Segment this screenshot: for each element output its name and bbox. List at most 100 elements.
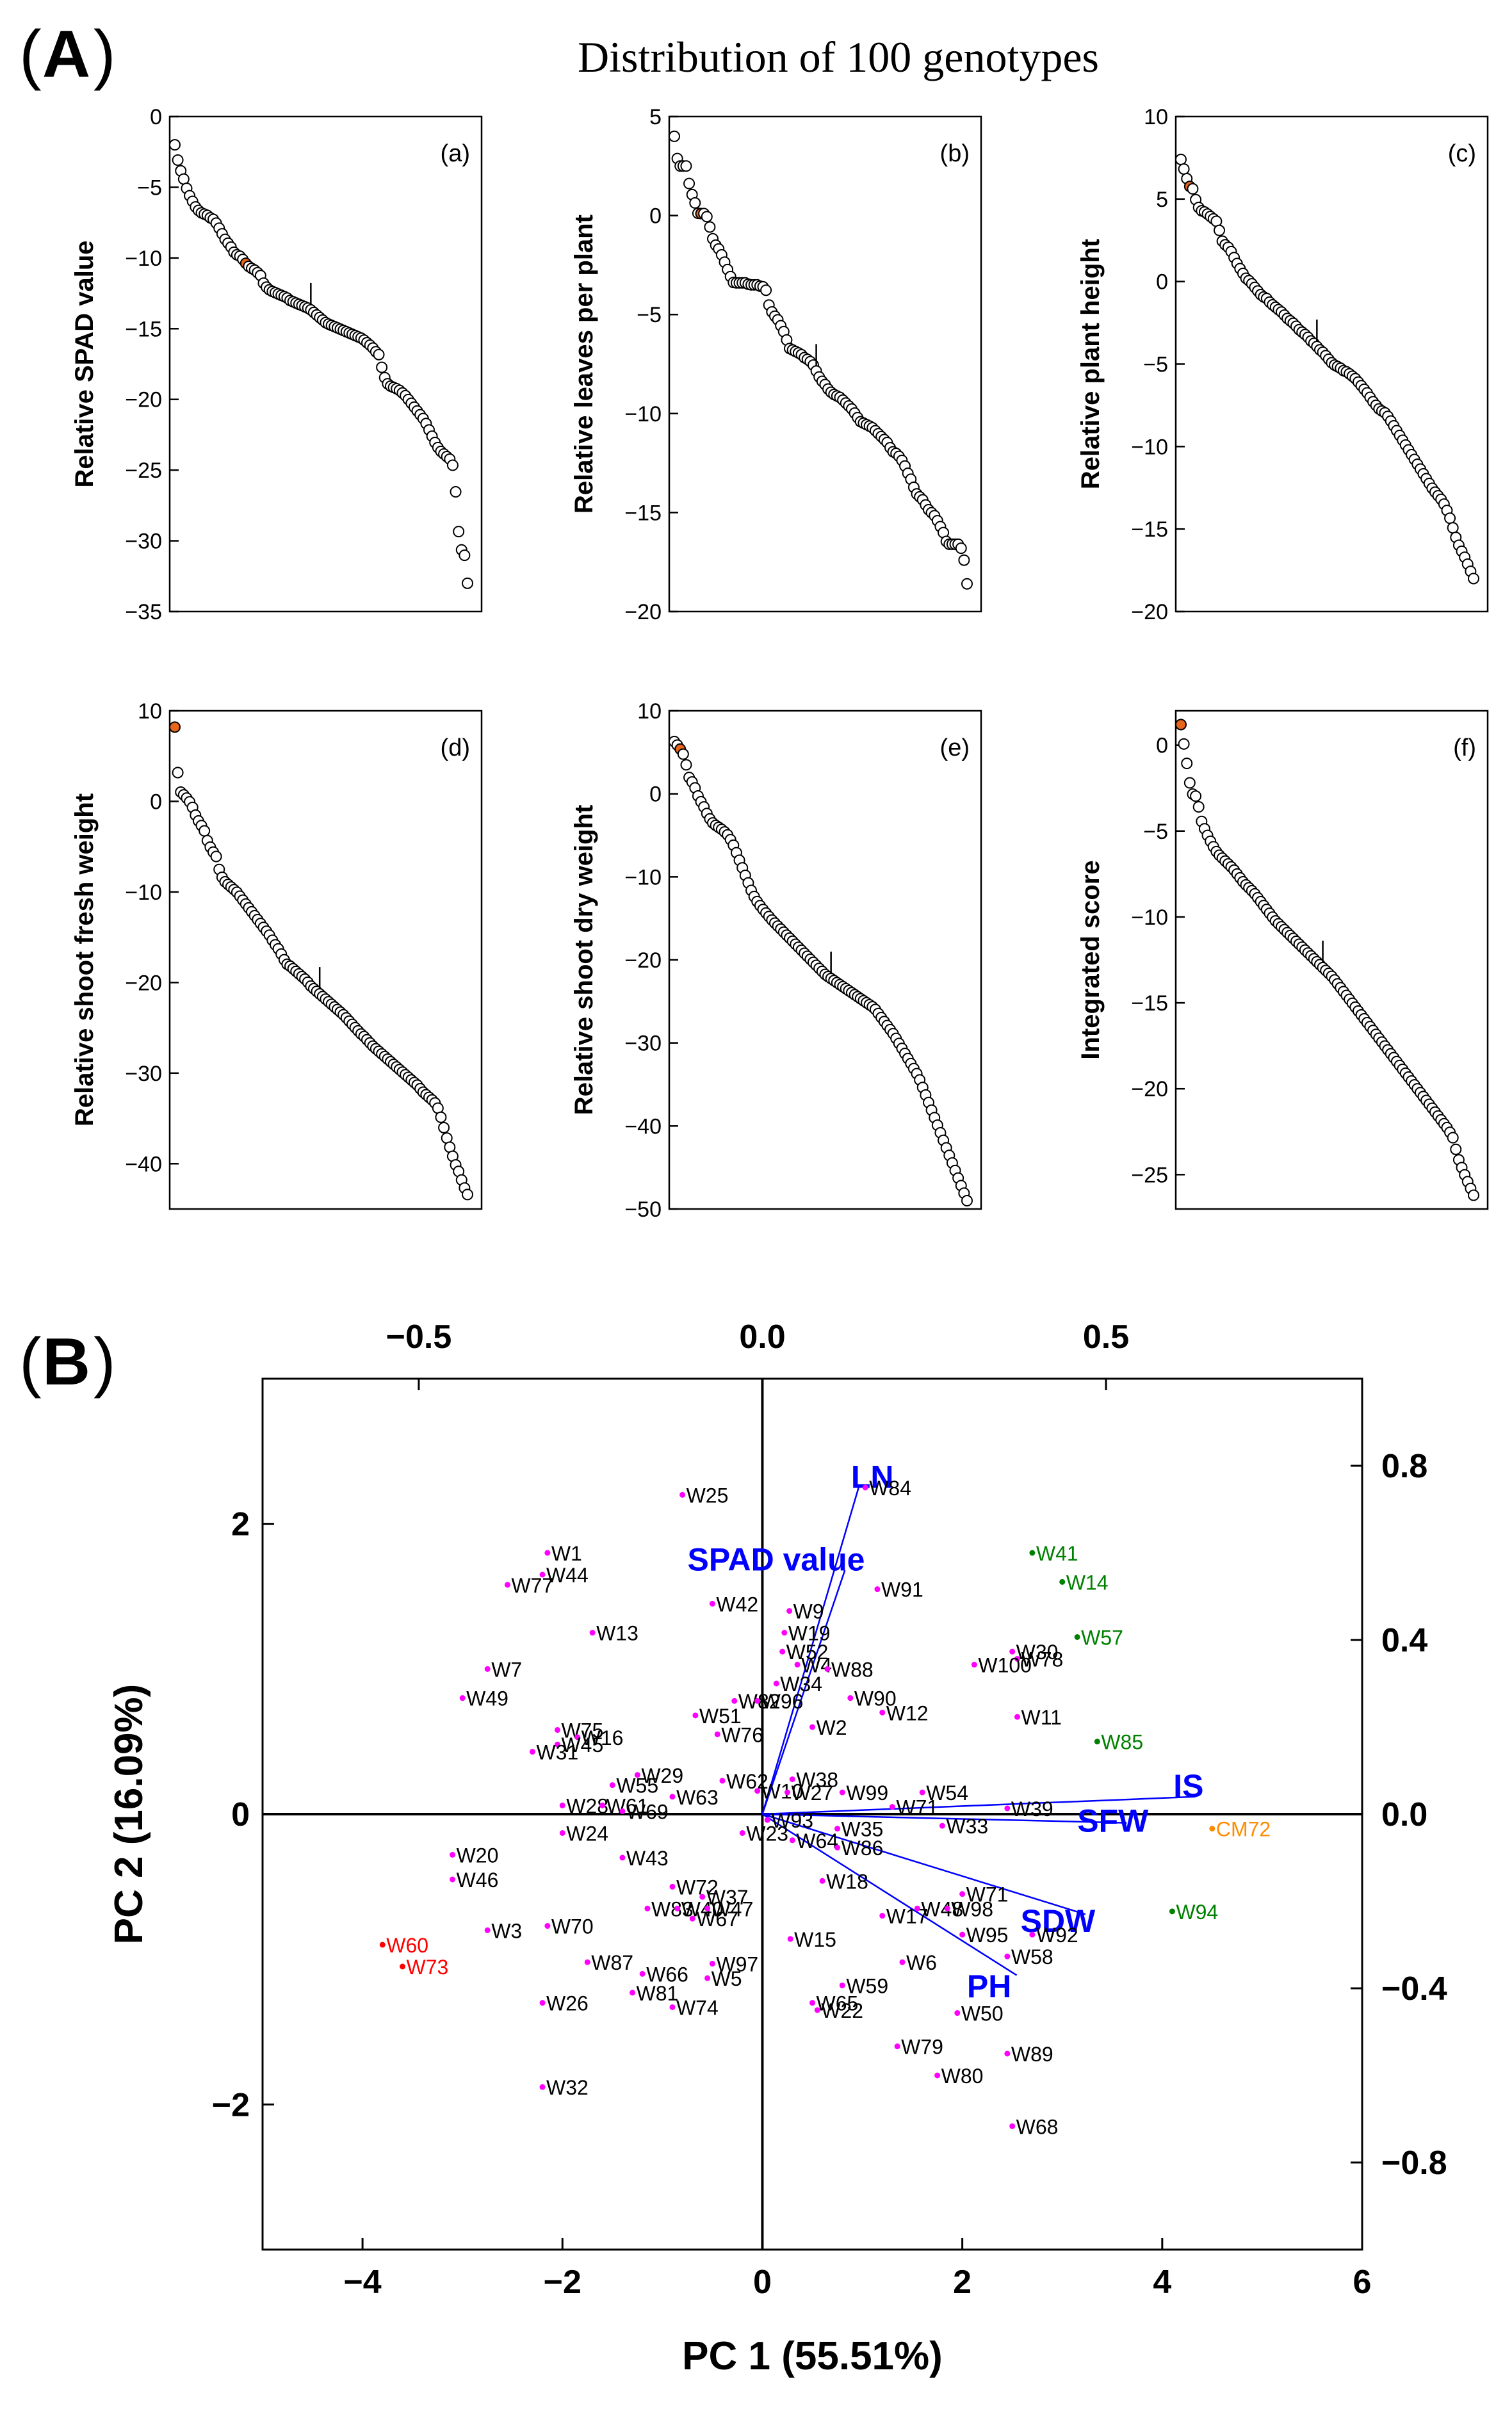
genotype-point (669, 130, 680, 142)
genotype-point (199, 825, 211, 837)
score-point (674, 1905, 681, 1911)
y-axis-label: Relative leaves per plant (570, 215, 598, 514)
y-tick-label: −20 (1131, 1077, 1168, 1101)
score-label: W27 (791, 1781, 833, 1805)
y-tick-label: −40 (624, 1114, 662, 1139)
score-point (1004, 1953, 1011, 1960)
score-point (559, 1802, 565, 1808)
right-tick-label: −0.8 (1381, 2145, 1447, 2182)
genotype-point (172, 767, 184, 779)
score-label: W99 (846, 1781, 888, 1805)
score-point (400, 1963, 406, 1970)
score-label: W71 (896, 1796, 938, 1819)
score-label: W85 (1101, 1731, 1143, 1754)
score-label: W24 (566, 1822, 608, 1845)
score-point (539, 2084, 546, 2090)
score-point (589, 1630, 596, 1636)
y-tick-label: −10 (125, 247, 162, 271)
score-point (599, 1802, 606, 1808)
score-label: W29 (641, 1764, 683, 1787)
score-label: W4 (801, 1654, 832, 1677)
score-point (1094, 1739, 1100, 1745)
y-tick-label: −20 (624, 600, 662, 624)
y-axis-label: PC 2 (16.09%) (107, 1684, 151, 1945)
score-point (819, 1878, 825, 1884)
score-point (379, 1942, 386, 1948)
score-point (1059, 1578, 1066, 1585)
genotype-point (1447, 522, 1459, 534)
y-tick-label: −5 (1143, 820, 1168, 844)
genotype-point (1468, 1189, 1479, 1201)
score-label: W40 (681, 1897, 724, 1920)
loading-vector (762, 1813, 1127, 1824)
score-point (731, 1698, 738, 1704)
score-label: W42 (716, 1593, 758, 1616)
genotype-point (373, 348, 385, 361)
score-label: W86 (841, 1837, 884, 1860)
genotype-point (961, 578, 973, 590)
score-label: W96 (761, 1690, 804, 1713)
x-tick-label: 4 (1153, 2264, 1171, 2301)
loading-vector (761, 1813, 1018, 1976)
right-tick-label: 0.4 (1381, 1622, 1427, 1659)
genotype-point (760, 284, 772, 296)
score-point (1209, 1826, 1215, 1832)
score-point (899, 1959, 906, 1965)
score-label: W73 (407, 1956, 449, 1979)
score-point (714, 1731, 720, 1737)
score-point (584, 1959, 590, 1965)
genotype-point (955, 542, 967, 555)
score-point (959, 1931, 966, 1938)
highlight-point (169, 721, 181, 733)
score-point (450, 1851, 456, 1858)
score-label: W97 (716, 1952, 758, 1976)
score-point (789, 1776, 795, 1783)
score-label: W30 (1016, 1641, 1059, 1664)
score-label: W94 (1176, 1901, 1218, 1924)
score-point (839, 1982, 845, 1988)
score-point (709, 1600, 715, 1607)
y-tick-label: −10 (1131, 435, 1168, 459)
genotype-point (462, 1189, 473, 1201)
right-tick-label: 0.0 (1381, 1796, 1427, 1833)
score-point (539, 2000, 546, 2006)
score-label: W55 (616, 1774, 658, 1797)
y-tick-label: −10 (1131, 905, 1168, 930)
y-axis-label: Relative plant height (1077, 239, 1105, 489)
y-tick-label: 10 (138, 699, 162, 724)
score-label: W81 (637, 1982, 679, 2005)
y-tick-label: −15 (1131, 517, 1168, 542)
loading-vector (761, 1570, 846, 1815)
subplot-plant-height: 10 5 0 −5 −10 −15 −20 Relative plant height (c) (1077, 105, 1489, 624)
score-label: W68 (1016, 2115, 1059, 2138)
x-tick-label: −4 (343, 2264, 381, 2301)
score-label: W3 (491, 1919, 522, 1942)
y-tick-label: 0 (1156, 734, 1168, 758)
score-point (689, 1915, 695, 1922)
panel-a-label: A (42, 17, 90, 92)
score-label: W32 (546, 2076, 589, 2099)
score-point (944, 1905, 950, 1911)
loading-vector (761, 1487, 859, 1815)
right-tick-label: 0.8 (1381, 1448, 1427, 1485)
score-label: W58 (1011, 1945, 1053, 1968)
score-point (814, 2007, 820, 2013)
score-point (939, 1822, 945, 1829)
score-point (634, 1772, 640, 1778)
score-label: W37 (706, 1886, 749, 1909)
score-label: W6 (906, 1951, 937, 1974)
subplot-frame (668, 115, 982, 613)
genotype-point (446, 459, 459, 471)
score-point (1074, 1634, 1080, 1640)
score-point (719, 1778, 726, 1784)
genotype-point (459, 549, 471, 562)
y-tick-label: −10 (624, 865, 662, 889)
genotype-point (704, 221, 716, 233)
panel-a-header: ( A ) Distribution of 100 genotypes (19, 17, 1099, 92)
score-label: W26 (546, 1992, 589, 2015)
score-point (554, 1727, 560, 1733)
y-tick-label: 5 (1156, 188, 1168, 212)
score-label: W45 (561, 1733, 603, 1757)
loading-label: SPAD value (687, 1542, 865, 1578)
